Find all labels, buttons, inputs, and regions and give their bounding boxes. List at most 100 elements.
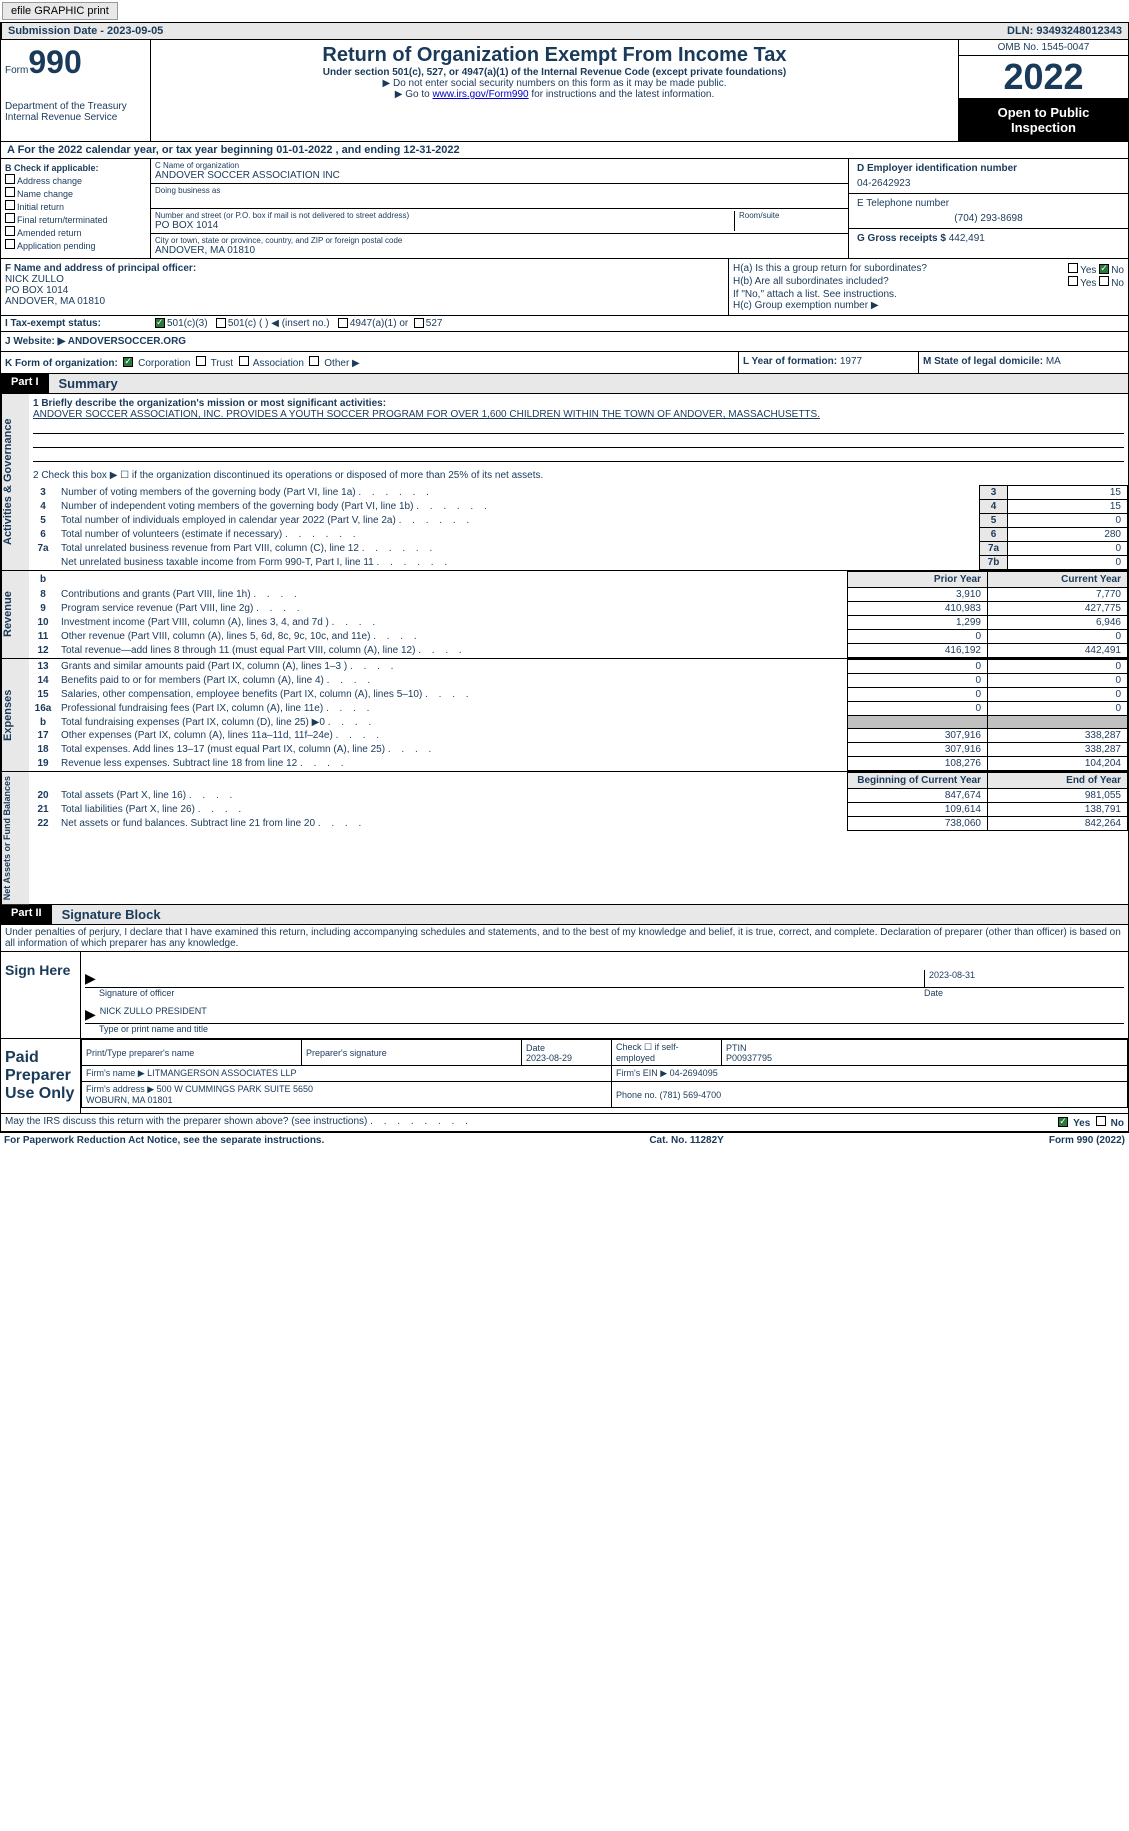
prior-val: 0 (848, 674, 988, 688)
street: PO BOX 1014 (155, 220, 734, 231)
open-to-public: Open to Public Inspection (959, 99, 1128, 141)
line-no: 16a (29, 702, 57, 716)
line-no: 4 (29, 500, 57, 514)
form-org-label: K Form of organization: (5, 358, 118, 369)
line-desc: Investment income (Part VIII, column (A)… (57, 616, 848, 630)
date-label: Date (924, 988, 1124, 998)
box-no: 3 (980, 486, 1008, 500)
hdr-prior-year: Prior Year (848, 572, 988, 588)
firm-ein-label: Firm's EIN ▶ (616, 1068, 667, 1078)
line-no (29, 556, 57, 570)
cb-address-change[interactable] (5, 174, 15, 184)
city: ANDOVER, MA 01810 (155, 245, 844, 256)
line-no: 14 (29, 674, 57, 688)
cb-501c[interactable] (216, 318, 226, 328)
dln-label: DLN: (1007, 25, 1036, 37)
box-no: 4 (980, 500, 1008, 514)
note-goto-post: for instructions and the latest informat… (529, 89, 715, 100)
prior-val: 738,060 (848, 817, 988, 831)
line-val: 0 (1008, 514, 1128, 528)
current-val: 338,287 (988, 743, 1128, 757)
col-b-checkboxes: B Check if applicable: Address change Na… (1, 159, 151, 258)
state-domicile: MA (1046, 356, 1061, 367)
prior-val: 847,674 (848, 789, 988, 803)
cb-hb-no[interactable] (1099, 276, 1109, 286)
gross-receipts: 442,491 (949, 233, 985, 244)
line-no: 12 (29, 644, 57, 658)
cat-no: Cat. No. 11282Y (649, 1135, 723, 1146)
line-desc: Revenue less expenses. Subtract line 18 … (57, 757, 848, 771)
paid-preparer-label: Paid Preparer Use Only (1, 1039, 81, 1113)
line-no: b (29, 716, 57, 729)
line-no: 19 (29, 757, 57, 771)
street-label: Number and street (or P.O. box if mail i… (155, 211, 734, 220)
part2-tag: Part II (1, 905, 52, 924)
col-de: D Employer identification number04-26429… (848, 159, 1128, 258)
cb-corp[interactable] (123, 357, 133, 367)
cb-final-return[interactable] (5, 213, 15, 223)
city-label: City or town, state or province, country… (155, 236, 844, 245)
form-footer: Form 990 (2022) (1049, 1135, 1125, 1146)
firm-ein: 04-2694095 (670, 1068, 718, 1078)
hdr-end-year: End of Year (988, 773, 1128, 789)
cb-discuss-yes[interactable] (1058, 1117, 1068, 1127)
part1-title: Summary (49, 374, 1128, 393)
cb-other[interactable] (309, 356, 319, 366)
col-b-header: B Check if applicable: (5, 163, 146, 173)
prior-val: 0 (848, 688, 988, 702)
cb-ha-no[interactable] (1099, 264, 1109, 274)
line-desc: Number of voting members of the governin… (57, 486, 980, 500)
firm-phone: (781) 569-4700 (660, 1090, 722, 1100)
firm-addr-label: Firm's address ▶ (86, 1084, 154, 1094)
line-no: 8 (29, 588, 57, 602)
hc-label: H(c) Group exemption number ▶ (733, 300, 1124, 311)
ptin-label: PTIN (726, 1043, 747, 1053)
prior-val: 0 (848, 702, 988, 716)
cb-initial-return[interactable] (5, 200, 15, 210)
line-desc: Salaries, other compensation, employee b… (57, 688, 848, 702)
prep-date: 2023-08-29 (526, 1053, 572, 1063)
box-no: 7a (980, 542, 1008, 556)
cb-527[interactable] (414, 318, 424, 328)
current-val: 0 (988, 674, 1128, 688)
line-desc: Total liabilities (Part X, line 26) . . … (57, 803, 848, 817)
ha-label: H(a) Is this a group return for subordin… (733, 263, 927, 276)
sig-officer-label: Signature of officer (99, 988, 174, 998)
line-desc: Total fundraising expenses (Part IX, col… (57, 716, 848, 729)
line-no: 5 (29, 514, 57, 528)
current-val: 138,791 (988, 803, 1128, 817)
line-val: 280 (1008, 528, 1128, 542)
tax-status-label: I Tax-exempt status: (5, 318, 155, 329)
cb-discuss-no[interactable] (1096, 1116, 1106, 1126)
paperwork-notice: For Paperwork Reduction Act Notice, see … (4, 1135, 324, 1146)
irs-link[interactable]: www.irs.gov/Form990 (432, 89, 528, 100)
hb-label: H(b) Are all subordinates included? (733, 276, 889, 289)
efile-print-button[interactable]: efile GRAPHIC print (2, 2, 118, 20)
line-desc: Other revenue (Part VIII, column (A), li… (57, 630, 848, 644)
gross-receipts-label: G Gross receipts $ (857, 233, 949, 244)
line-desc: Professional fundraising fees (Part IX, … (57, 702, 848, 716)
col-c-org-info: C Name of organizationANDOVER SOCCER ASS… (151, 159, 848, 258)
current-val: 842,264 (988, 817, 1128, 831)
cb-501c3[interactable] (155, 318, 165, 328)
cb-ha-yes[interactable] (1068, 263, 1078, 273)
line-no: 17 (29, 729, 57, 743)
current-val: 7,770 (988, 588, 1128, 602)
line-val: 0 (1008, 556, 1128, 570)
cb-app-pending[interactable] (5, 239, 15, 249)
line-desc: Total number of volunteers (estimate if … (57, 528, 980, 542)
cb-assoc[interactable] (239, 356, 249, 366)
current-val: 427,775 (988, 602, 1128, 616)
prep-sig-label: Preparer's signature (306, 1048, 517, 1058)
cb-amended[interactable] (5, 226, 15, 236)
prep-name-label: Print/Type preparer's name (86, 1048, 297, 1058)
ein-label: D Employer identification number (857, 163, 1120, 174)
cb-hb-yes[interactable] (1068, 276, 1078, 286)
current-val: 338,287 (988, 729, 1128, 743)
cb-name-change[interactable] (5, 187, 15, 197)
line-no: 10 (29, 616, 57, 630)
hdr-current-year: Current Year (988, 572, 1128, 588)
cb-4947[interactable] (338, 318, 348, 328)
prior-val: 416,192 (848, 644, 988, 658)
cb-trust[interactable] (196, 356, 206, 366)
